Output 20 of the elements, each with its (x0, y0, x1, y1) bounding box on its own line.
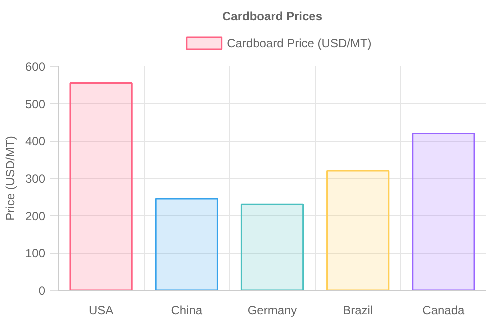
legend-label: Cardboard Price (USD/MT) (227, 36, 372, 50)
x-tick-label: Brazil (343, 304, 374, 318)
y-tick-label: 300 (25, 172, 46, 186)
y-axis-title: Price (USD/MT) (3, 136, 18, 221)
bar (70, 82, 133, 290)
y-tick-label: 600 (25, 60, 46, 74)
x-tick-label: USA (88, 304, 114, 318)
bar (155, 198, 218, 290)
x-tick-label: China (171, 304, 203, 318)
y-tick-label: 100 (25, 246, 46, 261)
chart-title: Cardboard Prices (222, 10, 323, 24)
x-tick-label: Canada (422, 304, 466, 318)
bar (412, 132, 476, 290)
bar (240, 204, 304, 290)
x-tick-label: Germany (248, 304, 298, 318)
bar (326, 170, 390, 290)
y-tick-label: 400 (25, 134, 46, 149)
y-tick-label: 500 (25, 97, 46, 112)
y-tick-label: 0 (38, 284, 46, 298)
y-tick-label: 200 (25, 209, 46, 224)
